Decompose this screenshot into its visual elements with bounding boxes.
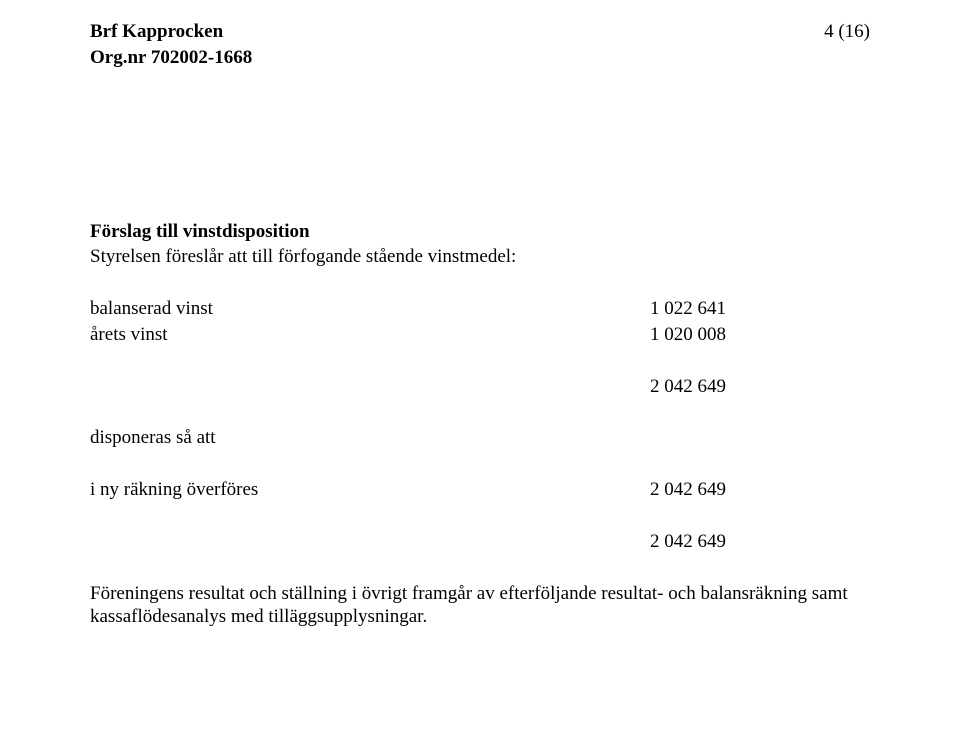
transfer-label: i ny räkning överföres xyxy=(90,478,650,502)
proposal-title: Förslag till vinstdisposition xyxy=(90,220,870,244)
org-number: Org.nr 702002-1668 xyxy=(90,46,252,70)
subtotal-row: 2 042 649 xyxy=(90,375,870,399)
profit-row: balanserad vinst 1 022 641 xyxy=(90,297,870,321)
transfer-block: i ny räkning överföres 2 042 649 xyxy=(90,478,870,502)
proposal-subtitle: Styrelsen föreslår att till förfogande s… xyxy=(90,245,870,269)
total-value: 2 042 649 xyxy=(650,530,870,554)
total-row: 2 042 649 xyxy=(90,530,870,554)
profit-row-value: 1 022 641 xyxy=(650,297,870,321)
transfer-row: i ny räkning överföres 2 042 649 xyxy=(90,478,870,502)
page-header: Brf Kapprocken Org.nr 702002-1668 4 (16) xyxy=(90,20,870,70)
transfer-value: 2 042 649 xyxy=(650,478,870,502)
header-left: Brf Kapprocken Org.nr 702002-1668 xyxy=(90,20,252,70)
profit-row-label: balanserad vinst xyxy=(90,297,650,321)
closing-paragraph: Föreningens resultat och ställning i övr… xyxy=(90,582,870,630)
profit-row-value: 1 020 008 xyxy=(650,323,870,347)
profit-row-label: årets vinst xyxy=(90,323,650,347)
disponeras-label: disponeras så att xyxy=(90,426,870,450)
page-indicator: 4 (16) xyxy=(824,20,870,44)
subtotal-value: 2 042 649 xyxy=(650,375,870,399)
org-name: Brf Kapprocken xyxy=(90,20,252,44)
profit-row: årets vinst 1 020 008 xyxy=(90,323,870,347)
profit-rows: balanserad vinst 1 022 641 årets vinst 1… xyxy=(90,297,870,347)
